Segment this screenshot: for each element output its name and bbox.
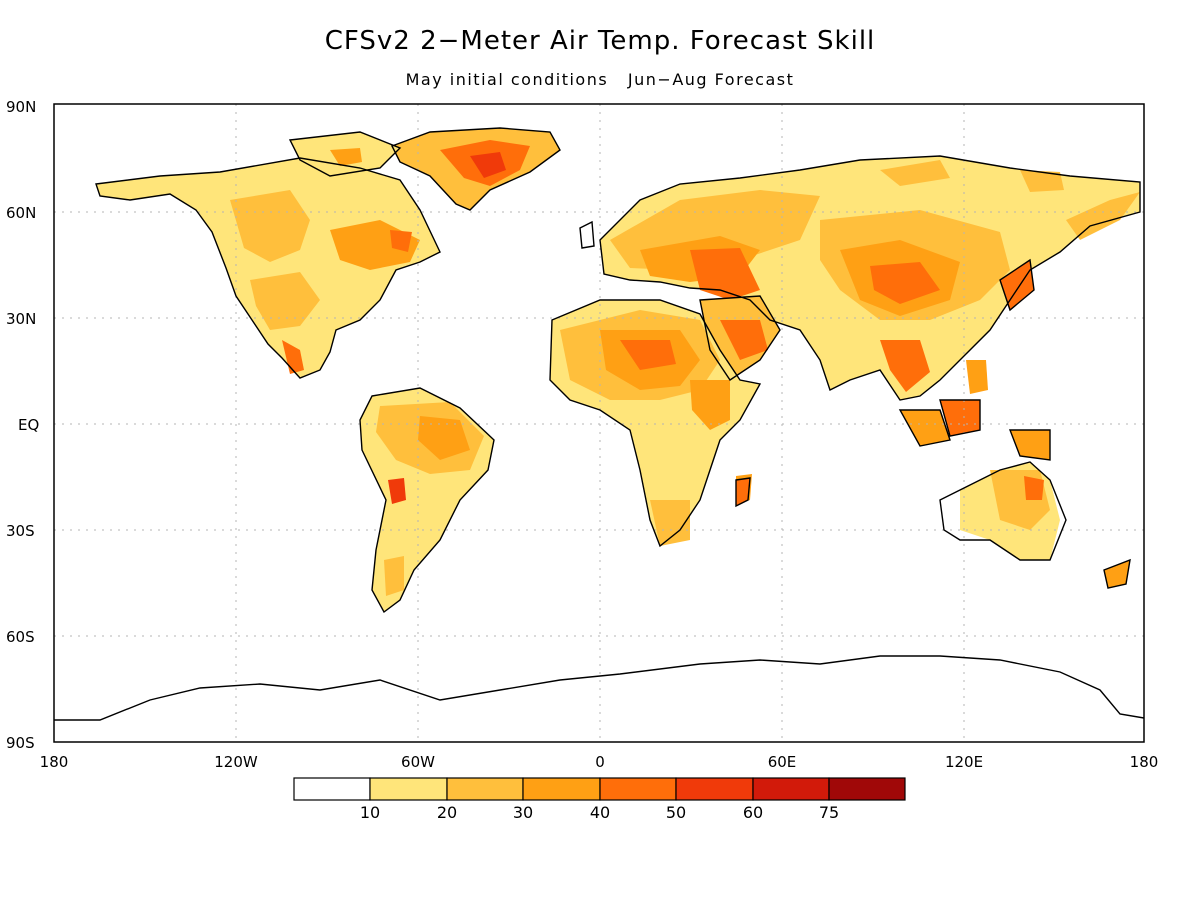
map-frame [53,103,1145,743]
lat-label: 30N [6,310,36,328]
coast-uk [579,220,595,249]
colorbar-box-6 [752,777,830,801]
coast-arctic-islands [288,131,402,177]
latitude-labels: 90N 60N 30N EQ 30S 60S 90S [6,98,39,752]
coast-north-america [95,157,441,379]
graticule [54,104,1144,742]
lon-label: 60W [401,753,435,771]
lon-label: 180 [1130,753,1159,771]
colorbar-label: 50 [666,803,686,822]
coast-borneo [939,399,981,437]
colorbar-box-2 [446,777,524,801]
coast-sumatra [898,409,951,447]
lon-label: 120W [214,753,258,771]
coast-antarctica [54,655,1145,721]
colorbar-box-0 [293,777,371,801]
colorbar-label: 60 [743,803,763,822]
coast-south-america [359,387,495,614]
lat-label: 60N [6,204,36,222]
colorbar-label: 10 [360,803,380,822]
lon-label: 180 [40,753,69,771]
longitude-labels: 180 120W 60W 0 60E 120E 180 [40,753,1159,771]
lat-label: 60S [6,628,35,646]
lon-label: 120E [945,753,983,771]
colorbar-box-5 [675,777,754,801]
colorbar: 10 20 30 40 50 60 75 [293,777,906,822]
colorbar-box-3 [522,777,601,801]
lon-label: 0 [595,753,605,771]
coast-eurasia [599,155,1141,401]
colorbar-box-1 [369,777,448,801]
colorbar-box-7 [828,777,906,801]
coast-madagascar [735,477,751,508]
colorbar-label: 30 [513,803,533,822]
colorbar-box-4 [599,777,677,801]
shade-north-america [96,158,440,378]
coast-new-guinea [1008,429,1051,461]
coast-greenland [391,127,561,211]
coast-australia [939,461,1067,561]
colorbar-label: 20 [437,803,457,822]
coast-new-zealand [1103,558,1131,589]
lat-label: 90N [6,98,36,116]
lat-label: 90S [6,734,35,752]
colorbar-label: 40 [590,803,610,822]
coast-arabia [699,295,781,381]
map-subtitle: May initial conditions Jun−Aug Forecast [405,70,795,89]
coastlines [54,127,1145,721]
skill-shading [96,128,1140,612]
lat-label: EQ [18,416,39,434]
map-title: CFSv2 2−Meter Air Temp. Forecast Skill [324,26,876,56]
coast-japan [999,258,1035,312]
lon-label: 60E [768,753,797,771]
colorbar-label: 75 [819,803,839,822]
lat-label: 30S [6,522,35,540]
